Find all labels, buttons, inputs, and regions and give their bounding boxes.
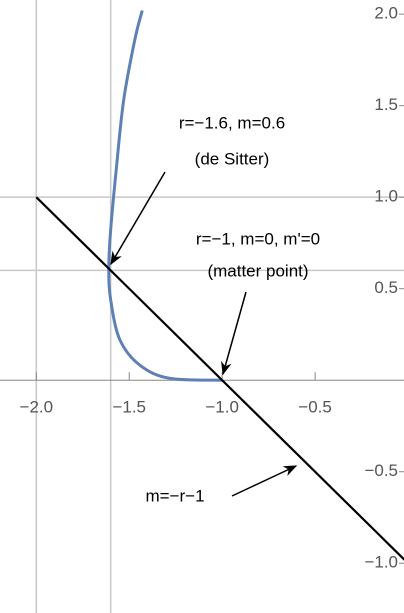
arrow xyxy=(231,465,298,497)
x-tick-label: −1.0 xyxy=(205,398,239,417)
y-tick-label: −1.0 xyxy=(364,553,398,572)
arrow xyxy=(110,171,166,266)
arrow xyxy=(221,291,247,376)
y-tick-label: 1.0 xyxy=(374,187,398,206)
x-tick-label: −1.5 xyxy=(112,398,146,417)
annotation: (matter point) xyxy=(207,261,308,280)
x-tick-label: −2.0 xyxy=(20,398,54,417)
annotation: r=−1.6, m=0.6 xyxy=(179,113,285,132)
annotation: (de Sitter) xyxy=(195,149,270,168)
annotation: m=−r−1 xyxy=(145,486,204,505)
y-tick-label: −0.5 xyxy=(364,461,398,480)
x-tick-label: −0.5 xyxy=(298,398,332,417)
annotation: r=−1, m=0, m'=0 xyxy=(196,229,320,248)
y-tick-label: 0.5 xyxy=(374,278,398,297)
y-tick-label: 2.0 xyxy=(374,4,398,23)
y-tick-label: 1.5 xyxy=(374,95,398,114)
series-line xyxy=(35,196,404,561)
